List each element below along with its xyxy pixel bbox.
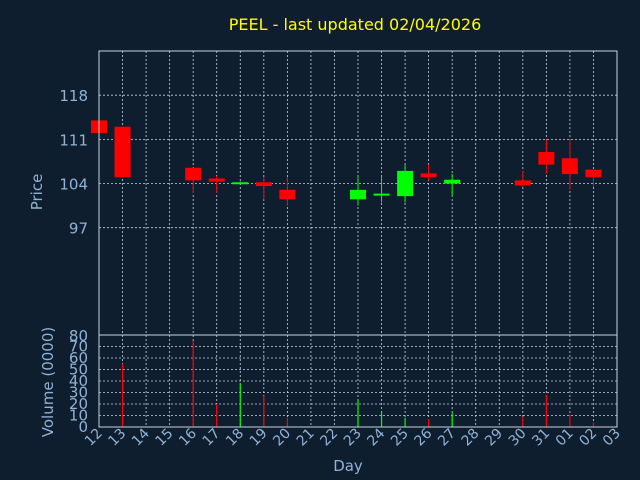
price-axis-label: Price [28, 174, 46, 211]
price-tick-label: 104 [59, 176, 88, 194]
candle-body [350, 189, 366, 200]
candle-body [208, 178, 225, 182]
price-tick-label: 97 [69, 220, 88, 238]
candle-body [585, 169, 602, 178]
price-tick-label: 111 [59, 131, 88, 149]
volume-tick-label: 50 [69, 361, 88, 379]
candle-body [397, 170, 414, 197]
price-candles [91, 120, 602, 206]
candle-body [114, 126, 131, 178]
candle-body [538, 151, 555, 165]
candle-body [514, 180, 531, 186]
candle-body [279, 189, 296, 200]
candle-body [561, 158, 578, 175]
volume-tick-label: 60 [69, 349, 88, 367]
x-axis-ticks: 12 13 14 15 16 17 18 19 20 21 22 23 24 25 26 27 28 29 30 31… [82, 425, 624, 449]
chart-title: PEEL - last updated 02/04/2026 [229, 15, 482, 34]
volume-tick-label: 0 [78, 418, 88, 436]
candle-body [185, 167, 202, 181]
volume-axis-label: Volume (0000) [39, 327, 57, 437]
volume-bars [121, 340, 595, 427]
volume-tick-label: 20 [69, 395, 88, 413]
volume-tick-label: 70 [69, 338, 88, 356]
price-tick-label: 118 [59, 87, 88, 105]
candle-body [255, 182, 272, 187]
volume-tick-label: 40 [69, 372, 88, 390]
candle-body [420, 173, 437, 178]
candle-body [232, 182, 249, 185]
volume-panel-frame [98, 334, 618, 428]
candle-body [444, 179, 461, 184]
candle-body [373, 193, 390, 196]
price-tick-label: 80 [69, 327, 88, 345]
volume-tick-label: 30 [69, 384, 88, 402]
x-axis-label: Day [333, 457, 363, 475]
volume-tick-label: 10 [69, 407, 88, 425]
price-axis-ticks: 97 104 111 118 80 [59, 87, 88, 345]
